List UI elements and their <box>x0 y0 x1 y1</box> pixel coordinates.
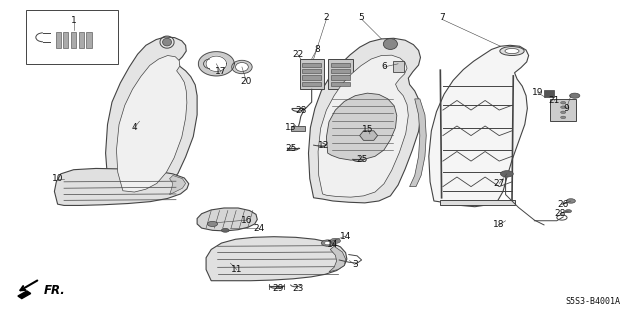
Ellipse shape <box>383 39 397 49</box>
Polygon shape <box>326 93 397 160</box>
Polygon shape <box>318 55 408 197</box>
Text: FR.: FR. <box>44 284 65 297</box>
Polygon shape <box>56 32 61 48</box>
Polygon shape <box>302 69 321 73</box>
Circle shape <box>500 171 513 177</box>
Text: 5: 5 <box>359 13 364 22</box>
Polygon shape <box>86 32 92 48</box>
Polygon shape <box>329 246 346 272</box>
Circle shape <box>561 116 566 119</box>
Polygon shape <box>197 208 257 231</box>
Ellipse shape <box>500 47 524 56</box>
Polygon shape <box>206 237 347 281</box>
Text: 27: 27 <box>493 179 505 188</box>
Circle shape <box>221 228 229 232</box>
Polygon shape <box>291 126 305 131</box>
Polygon shape <box>331 82 350 86</box>
Polygon shape <box>54 168 189 205</box>
Polygon shape <box>71 32 76 48</box>
Ellipse shape <box>236 63 248 71</box>
Text: 14: 14 <box>340 232 351 241</box>
Ellipse shape <box>505 48 519 54</box>
Polygon shape <box>302 63 321 67</box>
Polygon shape <box>198 52 234 76</box>
Text: 18: 18 <box>493 220 505 229</box>
Text: 10: 10 <box>52 174 63 183</box>
Text: 2: 2 <box>324 13 329 22</box>
Text: 24: 24 <box>253 224 265 233</box>
Text: 19: 19 <box>532 88 543 97</box>
Polygon shape <box>440 200 515 205</box>
Text: 20: 20 <box>241 77 252 86</box>
Polygon shape <box>360 131 378 140</box>
Polygon shape <box>331 69 350 73</box>
Ellipse shape <box>232 60 252 74</box>
Text: 8: 8 <box>314 45 319 54</box>
Text: 14: 14 <box>327 240 339 249</box>
Text: 23: 23 <box>292 284 303 293</box>
Polygon shape <box>116 56 187 192</box>
Text: 16: 16 <box>241 216 252 225</box>
Text: 13: 13 <box>285 123 297 132</box>
Circle shape <box>207 221 218 226</box>
Text: 22: 22 <box>292 50 303 59</box>
Polygon shape <box>550 99 576 121</box>
Text: 11: 11 <box>231 265 243 274</box>
Text: 28: 28 <box>295 106 307 115</box>
Polygon shape <box>206 56 227 71</box>
Text: 1: 1 <box>71 16 76 25</box>
Text: 15: 15 <box>362 125 374 134</box>
Text: 28: 28 <box>554 209 566 218</box>
Text: 25: 25 <box>285 144 297 153</box>
Circle shape <box>561 111 566 114</box>
Circle shape <box>321 240 334 246</box>
Circle shape <box>566 199 575 203</box>
Text: 12: 12 <box>317 141 329 150</box>
Circle shape <box>330 238 340 243</box>
Polygon shape <box>331 75 350 80</box>
Text: 6: 6 <box>381 63 387 71</box>
Text: 26: 26 <box>557 200 569 209</box>
Polygon shape <box>308 38 421 203</box>
Polygon shape <box>170 175 186 195</box>
Text: 29: 29 <box>273 284 284 293</box>
Polygon shape <box>79 32 84 48</box>
Text: 4: 4 <box>132 123 137 132</box>
Text: 9: 9 <box>564 104 569 113</box>
Polygon shape <box>63 32 68 48</box>
Bar <box>544 90 554 97</box>
Polygon shape <box>410 99 426 187</box>
Polygon shape <box>393 61 404 72</box>
Circle shape <box>561 101 566 104</box>
Polygon shape <box>300 59 324 89</box>
Polygon shape <box>429 45 529 207</box>
Text: 25: 25 <box>356 155 367 164</box>
Text: 7: 7 <box>439 13 444 22</box>
Polygon shape <box>328 59 353 89</box>
Circle shape <box>565 210 572 213</box>
Circle shape <box>570 93 580 98</box>
Circle shape <box>324 241 331 245</box>
Polygon shape <box>302 82 321 86</box>
Polygon shape <box>18 291 31 299</box>
Polygon shape <box>331 63 350 67</box>
Text: 3: 3 <box>353 260 358 269</box>
Text: S5S3-B4001A: S5S3-B4001A <box>566 297 621 306</box>
Text: 17: 17 <box>215 67 227 76</box>
Polygon shape <box>106 37 197 198</box>
Text: 21: 21 <box>548 96 559 105</box>
Polygon shape <box>302 75 321 80</box>
Ellipse shape <box>163 38 172 46</box>
Circle shape <box>561 106 566 108</box>
